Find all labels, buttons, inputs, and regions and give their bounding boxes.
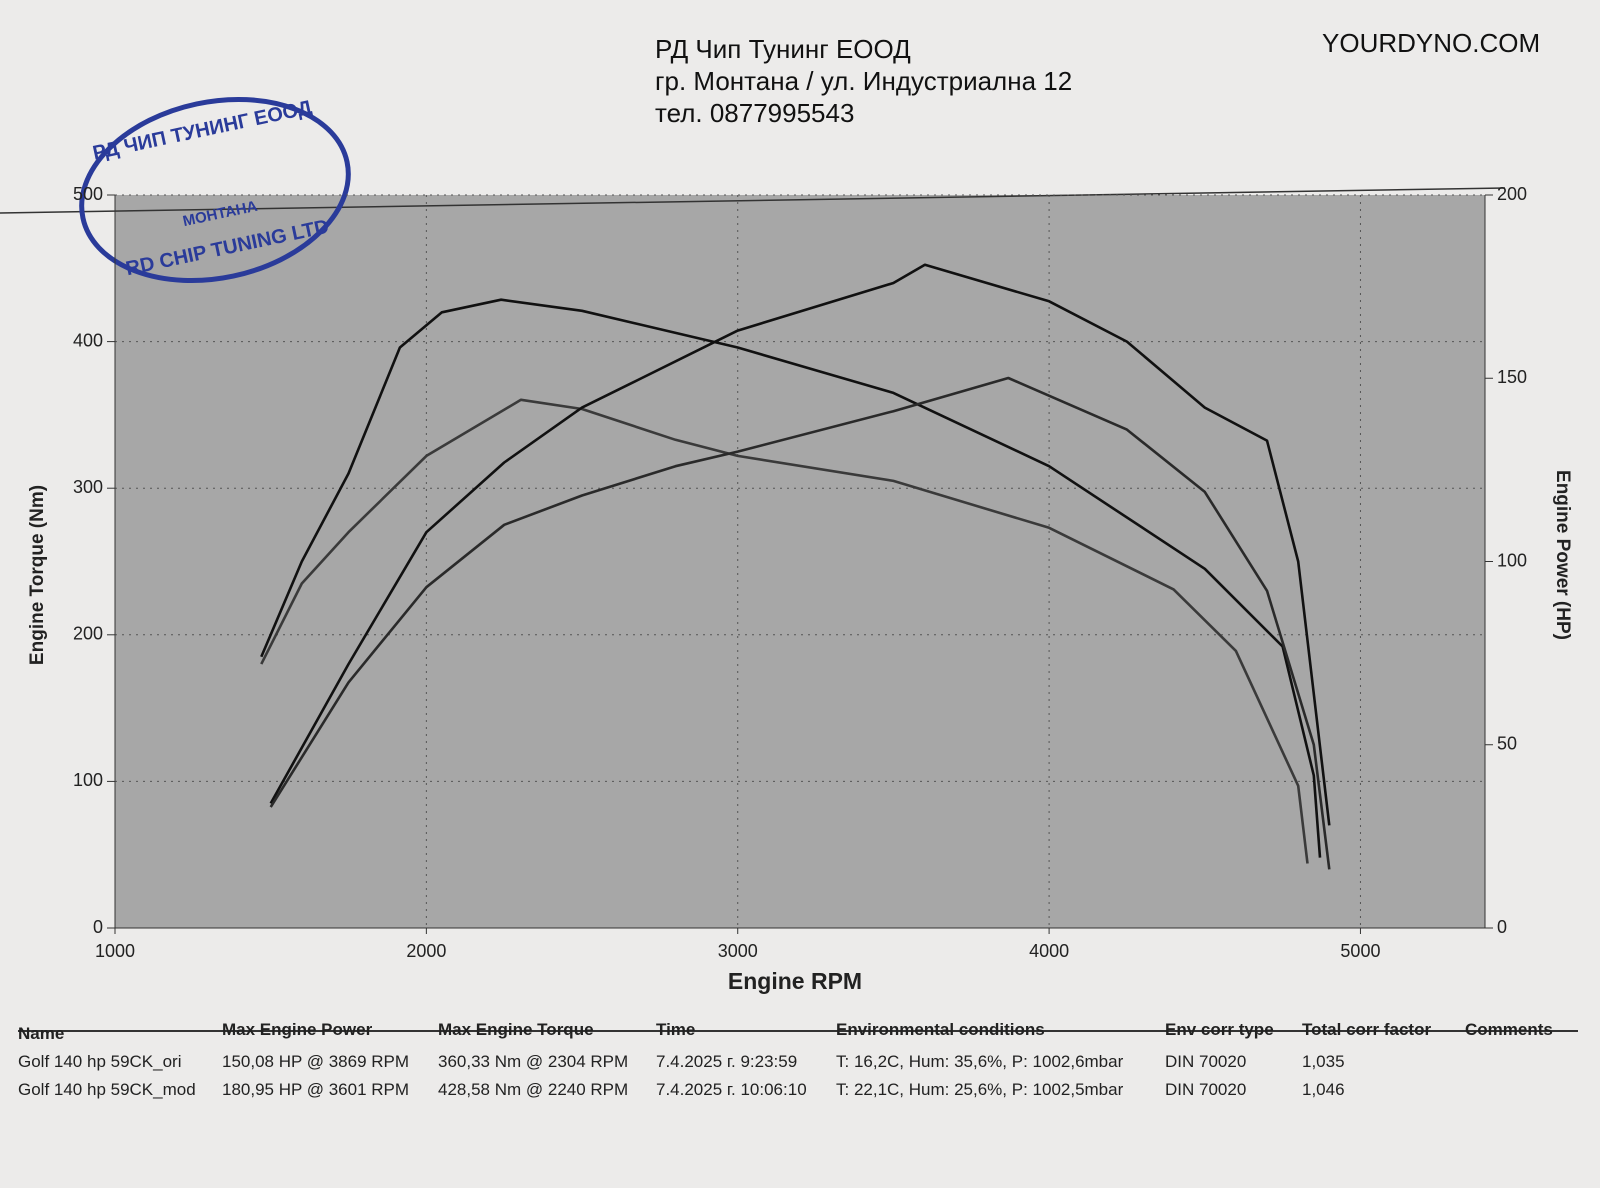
x-axis-label: Engine RPM — [728, 968, 862, 994]
y2-axis-label: Engine Power (HP) — [1552, 470, 1573, 640]
table-cell: 1,046 — [1302, 1080, 1345, 1099]
table-cell: 7.4.2025 г. 10:06:10 — [656, 1080, 807, 1099]
y2-tick-label: 150 — [1497, 367, 1527, 387]
column-header: Environmental conditions — [836, 1020, 1045, 1039]
phone: тел. 0877995543 — [655, 98, 855, 128]
table-cell: 428,58 Nm @ 2240 RPM — [438, 1080, 629, 1099]
table-cell: T: 16,2C, Hum: 35,6%, P: 1002,6mbar — [836, 1052, 1124, 1071]
table-cell: 7.4.2025 г. 9:23:59 — [656, 1052, 798, 1071]
table-cell: DIN 70020 — [1165, 1080, 1247, 1099]
address: гр. Монтана / ул. Индустриална 12 — [655, 66, 1073, 96]
site: YOURDYNO.COM — [1322, 28, 1541, 58]
column-header: Max Engine Torque — [438, 1020, 594, 1039]
x-tick-label: 1000 — [95, 941, 135, 961]
x-tick-label: 3000 — [718, 941, 758, 961]
y-tick-label: 0 — [93, 917, 103, 937]
table-cell: 360,33 Nm @ 2304 RPM — [438, 1052, 629, 1071]
stamp-top: РД ЧИП ТУНИНГ ЕООД — [91, 97, 314, 165]
y2-tick-label: 200 — [1497, 184, 1527, 204]
company: РД Чип Тунинг ЕООД — [655, 34, 911, 64]
table-cell: DIN 70020 — [1165, 1052, 1247, 1071]
table-cell: Golf 140 hp 59CK_mod — [18, 1080, 196, 1099]
y2-tick-label: 50 — [1497, 734, 1517, 754]
column-header: Time — [656, 1020, 696, 1039]
results-table: Name Max Engine Power Max Engine Torque Tim… — [18, 1020, 1578, 1099]
y-tick-label: 300 — [73, 477, 103, 497]
plot-background — [115, 195, 1485, 928]
frame-line — [0, 187, 1506, 214]
curve — [269, 376, 1331, 870]
table-cell: 150,08 HP @ 3869 RPM — [222, 1052, 410, 1071]
column-header: Total corr factor — [1302, 1020, 1432, 1039]
y-axis-label: Engine Torque (Nm) — [27, 485, 48, 665]
curve — [269, 263, 1331, 826]
x-tick-label: 2000 — [406, 941, 446, 961]
curve — [260, 398, 1309, 864]
column-header: Max Engine Power — [222, 1020, 373, 1039]
y-tick-label: 500 — [73, 184, 103, 204]
table-cell: Golf 140 hp 59CK_ori — [18, 1052, 182, 1071]
table-cell: T: 22,1C, Hum: 25,6%, P: 1002,5mbar — [836, 1080, 1124, 1099]
stamp-ring — [79, 96, 351, 284]
table-cell: 1,035 — [1302, 1052, 1345, 1071]
y2-tick-label: 100 — [1497, 550, 1527, 570]
y-tick-label: 400 — [73, 330, 103, 350]
x-tick-label: 5000 — [1340, 941, 1380, 961]
column-header: Comments — [1465, 1020, 1553, 1039]
y-tick-label: 200 — [73, 624, 103, 644]
column-header: Name — [18, 1024, 65, 1043]
column-header: Env corr type — [1165, 1020, 1274, 1039]
y2-tick-label: 0 — [1497, 917, 1507, 937]
curve — [260, 298, 1322, 858]
table-cell: 180,95 HP @ 3601 RPM — [222, 1080, 410, 1099]
x-tick-label: 4000 — [1029, 941, 1069, 961]
y-tick-label: 100 — [73, 770, 103, 790]
